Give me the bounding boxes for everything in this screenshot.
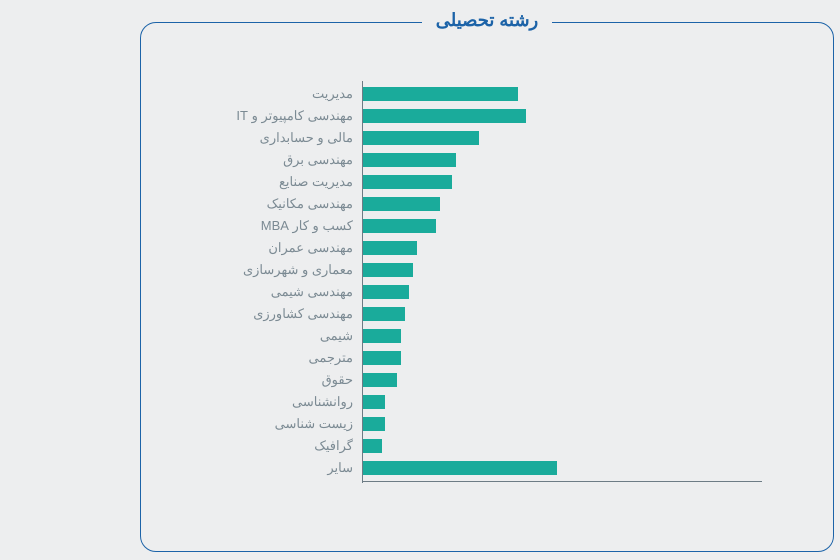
bar-cell: [361, 193, 751, 215]
bar: [362, 241, 417, 255]
category-label: روانشناسی: [191, 394, 361, 410]
x-axis: [362, 481, 762, 482]
bar: [362, 153, 456, 167]
table-row: مترجمی: [191, 347, 751, 369]
table-row: زیست شناسی: [191, 413, 751, 435]
category-label: مدیریت صنایع: [191, 174, 361, 190]
bar-cell: [361, 369, 751, 391]
bar-cell: [361, 325, 751, 347]
bar: [362, 307, 405, 321]
category-label: شیمی: [191, 328, 361, 344]
category-label: زیست شناسی: [191, 416, 361, 432]
bar-cell: [361, 457, 751, 479]
table-row: مالی و حسابداری: [191, 127, 751, 149]
table-row: شیمی: [191, 325, 751, 347]
chart-title: رشته تحصیلی: [422, 10, 553, 31]
table-row: گرافیک: [191, 435, 751, 457]
bar-cell: [361, 413, 751, 435]
bar: [362, 285, 409, 299]
bar: [362, 263, 413, 277]
bar: [362, 109, 526, 123]
bar: [362, 417, 385, 431]
category-label: مترجمی: [191, 350, 361, 366]
table-row: مهندسی کشاورزی: [191, 303, 751, 325]
bar: [362, 373, 397, 387]
table-row: روانشناسی: [191, 391, 751, 413]
bar-cell: [361, 435, 751, 457]
bar-cell: [361, 105, 751, 127]
category-label: مهندسی کشاورزی: [191, 306, 361, 322]
bar: [362, 87, 518, 101]
category-label: معماری و شهرسازی: [191, 262, 361, 278]
bar-cell: [361, 259, 751, 281]
category-label: سایر: [191, 460, 361, 476]
bar-chart: مدیریت مهندسی کامپیوتر و IT مالی و حسابدار…: [191, 83, 751, 479]
table-row: معماری و شهرسازی: [191, 259, 751, 281]
y-axis: [362, 81, 363, 483]
bar: [362, 219, 436, 233]
title-wrap: رشته تحصیلی: [141, 10, 833, 31]
table-row: مهندسی مکانیک: [191, 193, 751, 215]
category-label: مهندسی برق: [191, 152, 361, 168]
category-label: مهندسی عمران: [191, 240, 361, 256]
bar-cell: [361, 171, 751, 193]
bar: [362, 175, 452, 189]
category-label: مهندسی شیمی: [191, 284, 361, 300]
category-label: مالی و حسابداری: [191, 130, 361, 146]
bar-cell: [361, 237, 751, 259]
table-row: مهندسی عمران: [191, 237, 751, 259]
table-row: مدیریت: [191, 83, 751, 105]
bar: [362, 351, 401, 365]
bar: [362, 439, 382, 453]
table-row: مهندسی برق: [191, 149, 751, 171]
bar-cell: [361, 281, 751, 303]
category-label: مدیریت: [191, 86, 361, 102]
category-label: حقوق: [191, 372, 361, 388]
category-label: کسب و کار MBA: [191, 218, 361, 234]
bar: [362, 395, 385, 409]
table-row: حقوق: [191, 369, 751, 391]
bar-cell: [361, 303, 751, 325]
bar-cell: [361, 347, 751, 369]
table-row: سایر: [191, 457, 751, 479]
bar: [362, 329, 401, 343]
table-row: مهندسی شیمی: [191, 281, 751, 303]
bar-cell: [361, 391, 751, 413]
bar-cell: [361, 149, 751, 171]
bar: [362, 197, 440, 211]
bar: [362, 461, 557, 475]
table-row: کسب و کار MBA: [191, 215, 751, 237]
category-label: گرافیک: [191, 438, 361, 454]
table-row: مهندسی کامپیوتر و IT: [191, 105, 751, 127]
category-label: مهندسی مکانیک: [191, 196, 361, 212]
table-row: مدیریت صنایع: [191, 171, 751, 193]
chart-card: رشته تحصیلی مدیریتمهندسی کامپیوتر و ITما…: [140, 22, 834, 552]
bar: [362, 131, 479, 145]
category-label: مهندسی کامپیوتر و IT: [191, 108, 361, 124]
bar-cell: [361, 127, 751, 149]
bar-cell: [361, 83, 751, 105]
bar-cell: [361, 215, 751, 237]
